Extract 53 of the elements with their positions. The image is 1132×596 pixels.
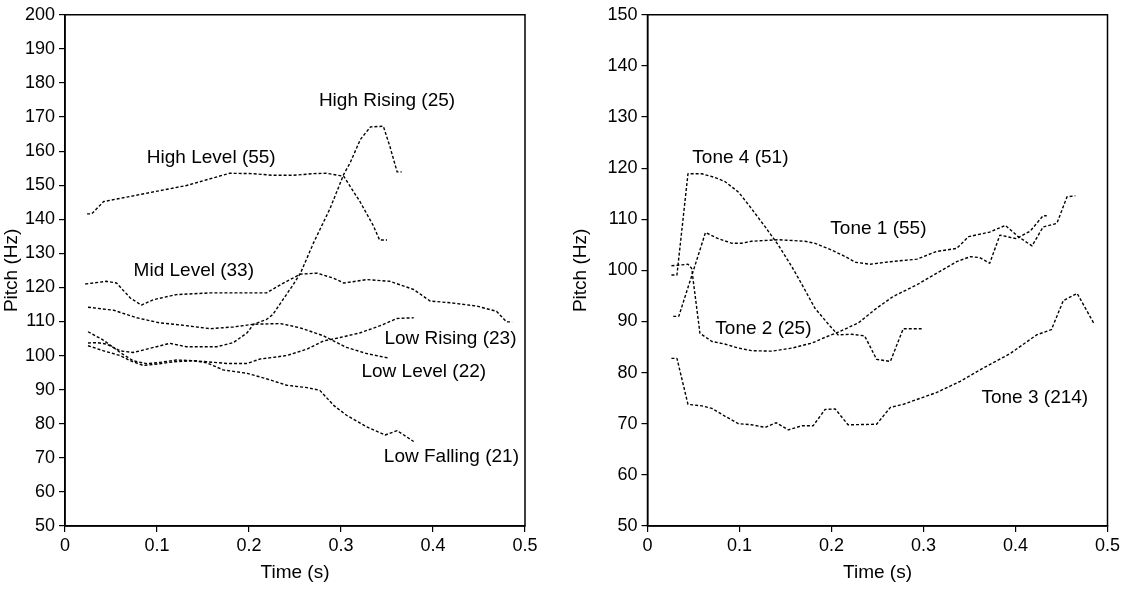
series-label: Low Level (22) [361,360,487,382]
y-tick-label: 90 [34,378,55,399]
y-axis-title: Pitch (Hz) [0,228,21,313]
y-tick-label: 160 [24,140,55,161]
x-tick-label: 0.5 [1094,534,1121,555]
y-tick-label: 180 [24,71,55,92]
y-tick-label: 200 [24,3,55,24]
y-tick-label: 190 [24,37,55,58]
y-tick-label: 120 [24,276,55,297]
y-tick-label: 140 [607,54,638,75]
x-tick-label: 0.5 [512,534,538,555]
y-tick-label: 80 [617,361,638,382]
x-tick-label: 0.2 [818,534,845,555]
y-tick-label: 50 [617,514,638,535]
series-label: Low Rising (23) [384,326,517,348]
series-label: Tone 1 (55) [830,217,927,239]
y-tick-label: 60 [617,463,638,484]
y-tick-label: 110 [26,310,55,331]
x-tick-label: 0.1 [726,534,753,555]
series-label: Tone 3 (214) [981,386,1089,408]
x-tick-label: 0.4 [1002,534,1029,555]
y-tick-label: 110 [608,208,638,229]
x-tick-label: 0 [642,534,653,555]
y-tick-label: 150 [607,3,638,24]
y-tick-label: 100 [24,344,55,365]
x-tick-label: 0.4 [420,534,446,555]
y-axis-title: Pitch (Hz) [568,228,590,313]
x-tick-label: 0.1 [144,534,170,555]
x-tick-label: 0.3 [910,534,937,555]
x-tick-label: 0.3 [328,534,354,555]
x-tick-label: 0.2 [236,534,262,555]
y-tick-label: 80 [34,412,55,433]
y-tick-label: 130 [24,242,55,263]
series-label: High Rising (25) [318,89,456,111]
series-label: Tone 4 (51) [692,145,789,167]
y-tick-label: 60 [34,480,55,501]
series-label: Mid Level (33) [133,258,254,280]
y-tick-label: 70 [617,412,638,433]
x-axis-title: Time (s) [260,561,330,583]
y-tick-label: 170 [24,106,55,127]
series-label: High Level (55) [146,145,276,167]
y-tick-label: 130 [607,106,638,127]
y-tick-label: 50 [34,514,55,535]
x-tick-label: 0 [59,534,71,555]
series-label: Tone 2 (25) [715,316,812,338]
y-tick-label: 90 [617,310,638,331]
y-tick-label: 70 [34,446,55,467]
y-tick-label: 150 [24,174,55,195]
y-tick-label: 100 [607,259,638,280]
series-label: Low Falling (21) [383,444,519,466]
y-tick-label: 140 [24,208,55,229]
x-axis-title: Time (s) [843,561,912,583]
y-tick-label: 120 [607,157,638,178]
